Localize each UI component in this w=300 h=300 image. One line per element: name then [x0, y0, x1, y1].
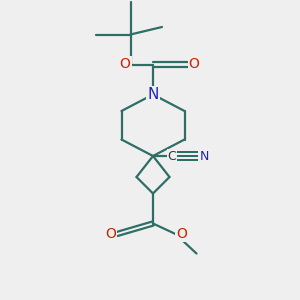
- Text: O: O: [176, 227, 187, 241]
- Text: N: N: [200, 149, 210, 163]
- Text: C: C: [167, 149, 176, 163]
- Text: O: O: [120, 58, 130, 71]
- Text: O: O: [189, 58, 200, 71]
- Text: O: O: [105, 227, 116, 241]
- Text: N: N: [147, 87, 159, 102]
